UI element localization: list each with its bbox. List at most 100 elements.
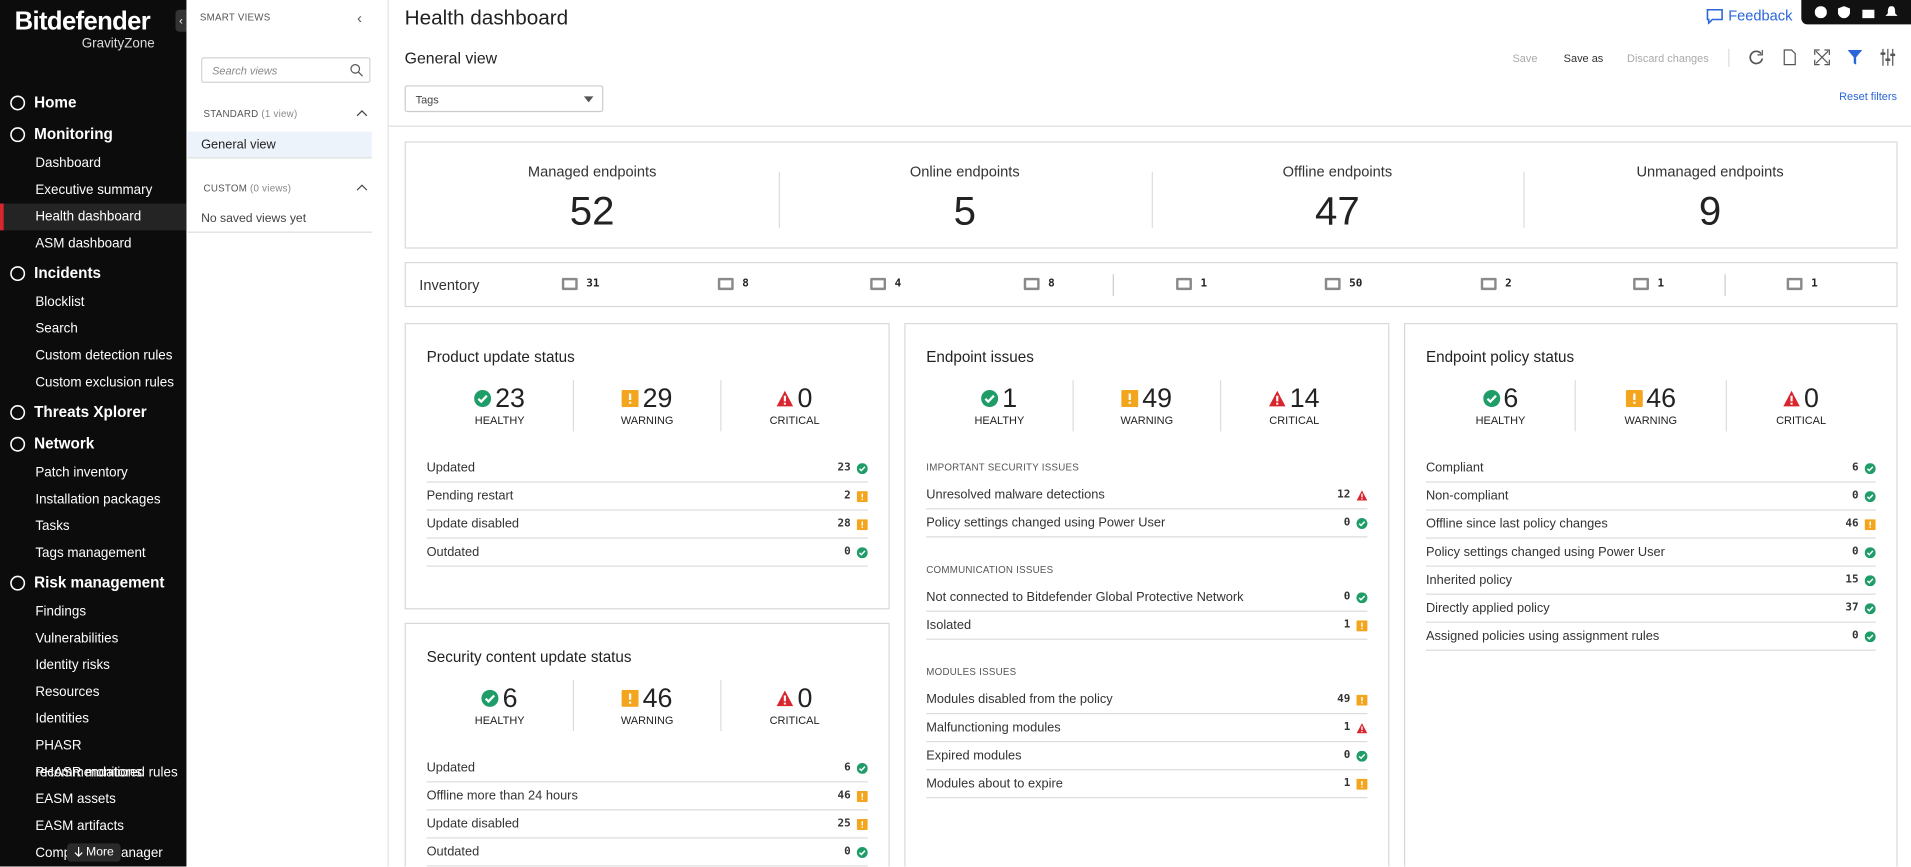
nav-item[interactable]: Vulnerabilities (35, 631, 119, 646)
row-value: 49 (1337, 693, 1351, 706)
filter-icon[interactable] (1846, 49, 1863, 66)
stat-value: 46 (621, 684, 672, 712)
status-row[interactable]: Assigned policies using assignment rules… (1425, 623, 1876, 651)
collapse-views[interactable]: ‹ (357, 9, 362, 27)
nav-item[interactable]: EASM artifacts (35, 819, 125, 834)
settings-icon[interactable] (1879, 48, 1896, 66)
nav-item[interactable]: Patch inventory (35, 465, 128, 481)
inventory-item[interactable]: 31 (561, 275, 599, 292)
status-row[interactable]: Non-compliant 0 (1425, 483, 1876, 511)
gift-icon[interactable] (1861, 6, 1875, 19)
inventory-item[interactable]: 2 (1480, 275, 1512, 292)
status-row[interactable]: Not connected to Bitdefender Global Prot… (926, 584, 1368, 612)
status-row[interactable]: Inherited policy 15 (1425, 567, 1876, 595)
status-row[interactable]: Expired modules 0 (926, 742, 1368, 771)
caret[interactable] (356, 183, 368, 192)
row-icon (856, 518, 868, 530)
refresh-icon[interactable] (1748, 49, 1765, 66)
save-as-button[interactable]: Save as (1563, 52, 1604, 65)
inventory-item[interactable]: 1 (1632, 275, 1664, 292)
status-row[interactable]: Outdated 0 (426, 539, 868, 567)
nav-item[interactable]: Identity risks (35, 658, 110, 673)
nav-item[interactable]: Executive summary (35, 182, 153, 198)
nav-item[interactable]: Health dashboard (0, 203, 187, 231)
row-value: 37 (1845, 602, 1859, 615)
nav-section[interactable]: Monitoring (0, 118, 186, 150)
nav-item[interactable]: Identities (35, 711, 90, 727)
stat-value: 23 (474, 385, 525, 412)
nav-section[interactable]: Threats Xplorer (0, 396, 186, 428)
stat-value: 6 (481, 684, 518, 712)
nav-item[interactable]: Dashboard (35, 156, 101, 171)
warning-icon (1356, 619, 1368, 631)
nav-item[interactable]: EASM assets (35, 792, 116, 807)
nav-item[interactable]: Blocklist (35, 294, 85, 310)
feedback-link[interactable]: Feedback (1706, 7, 1792, 24)
status-row[interactable]: Update disabled 25 (426, 810, 868, 839)
status-row[interactable]: Policy settings changed using Power User… (1425, 539, 1876, 567)
inventory-item[interactable]: 1 (1175, 275, 1207, 292)
status-row[interactable]: Directly applied policy 37 (1425, 595, 1876, 623)
status-row[interactable]: Updated 23 (426, 455, 868, 483)
tags-dropdown[interactable]: Tags (404, 85, 604, 113)
nav-section[interactable]: Home (0, 87, 186, 119)
reset-filters[interactable]: Reset filters (1839, 90, 1898, 103)
inventory-item[interactable]: 8 (717, 275, 749, 292)
panel: Security content update status 6 HEALTHY 46… (404, 622, 890, 867)
shield-icon[interactable] (1838, 6, 1851, 19)
more-button[interactable]: More (67, 843, 121, 862)
status-row[interactable]: Offline since last policy changes 46 (1425, 511, 1876, 539)
fullscreen-icon[interactable] (1814, 49, 1831, 66)
status-row[interactable]: Isolated 1 (926, 612, 1368, 640)
stat-label: WARNING (620, 414, 674, 427)
nav-item[interactable]: PHASR recommendations (35, 738, 142, 780)
collapse-button[interactable]: ‹ (175, 9, 187, 32)
row-value: 25 (837, 817, 851, 830)
nav-section[interactable]: Network (0, 428, 186, 460)
status-row[interactable]: Pending restart 2 (426, 483, 868, 511)
status-row[interactable]: Offline more than 24 hours 46 (426, 782, 868, 811)
status-row[interactable]: Malfunctioning modules 1 (926, 714, 1368, 743)
user-icon[interactable] (1814, 6, 1827, 19)
status-row[interactable]: Modules about to expire 1 (926, 770, 1368, 799)
nav-section[interactable]: Incidents (0, 257, 186, 289)
stats-row: 6 HEALTHY 46 WARNING 0 CRITICAL (427, 680, 868, 732)
view-item[interactable]: General view (187, 131, 372, 159)
platform-icon (1786, 277, 1803, 291)
status-row[interactable]: Compliant 6 (1425, 455, 1876, 483)
nav-item[interactable]: Resources (35, 684, 100, 700)
status-row[interactable]: Update disabled 28 (426, 511, 868, 539)
status-row[interactable]: Policy settings changed using Power User… (926, 509, 1368, 538)
nav-item[interactable]: Tags management (35, 546, 146, 561)
status-row[interactable]: Modules disabled from the policy 49 (926, 686, 1368, 715)
discard-button[interactable]: Discard changes (1627, 52, 1709, 65)
divider (778, 171, 780, 228)
rows: Compliant 6 Non-compliant 0 Offline since la… (1425, 455, 1876, 651)
search-box[interactable]: Search views (201, 57, 371, 83)
status-row[interactable]: Unresolved malware detections 12 (926, 481, 1368, 510)
export-icon[interactable] (1781, 49, 1798, 66)
nav-item[interactable]: Search (35, 321, 78, 337)
status-row[interactable]: Updated 6 (426, 754, 868, 783)
nav-item[interactable]: Custom exclusion rules (35, 375, 174, 390)
inventory-item[interactable]: 1 (1785, 275, 1818, 292)
nav-item[interactable]: Installation packages (35, 492, 161, 507)
inventory-item[interactable]: 50 (1324, 275, 1362, 292)
row-label: Modules disabled from the policy (926, 692, 1113, 707)
warning-icon (1625, 390, 1643, 408)
caret[interactable] (356, 108, 368, 117)
save-button[interactable]: Save (1512, 52, 1538, 65)
inventory-item[interactable]: 4 (869, 275, 901, 292)
nav-section[interactable]: Risk management (0, 567, 186, 599)
nav-item[interactable]: PHASR monitored rules (35, 765, 178, 780)
nav-item[interactable]: Findings (35, 604, 87, 620)
bell-icon[interactable] (1885, 6, 1898, 18)
status-row[interactable]: Outdated 0 (426, 839, 868, 867)
ok-icon (856, 846, 868, 858)
nav-item[interactable]: Tasks (35, 519, 70, 534)
row-value: 15 (1845, 574, 1859, 587)
nav-item[interactable]: ASM dashboard (35, 236, 132, 252)
nav-item[interactable]: Custom detection rules (35, 348, 173, 364)
inventory-item[interactable]: 8 (1023, 275, 1055, 292)
